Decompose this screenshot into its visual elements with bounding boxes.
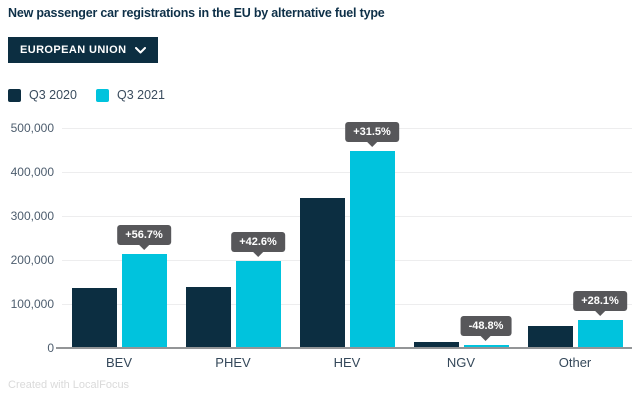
x-tick-label: BEV [105,355,132,370]
y-tick-label: 400,000 [10,165,54,179]
bar-bev-q3-2020[interactable] [71,288,117,348]
gridline [62,172,632,173]
plot-area: +56.7% +42.6% +31.5% -48.8% +28.1% [56,122,632,349]
bar-group-phev: +42.6% [176,128,290,348]
chevron-down-icon [135,46,147,54]
gridline [62,260,632,261]
bar-other-q3-2020[interactable] [527,326,573,348]
attribution-text: Created with LocalFocus [8,379,130,391]
x-tick-label: PHEV [215,355,251,370]
x-tick-label: NGV [446,355,476,370]
x-axis-line [56,347,632,349]
legend-item: Q3 2020 [8,88,77,102]
region-dropdown[interactable]: EUROPEAN UNION [8,37,159,63]
bar-group-bev: +56.7% [62,128,176,348]
bar-phev-q3-2020[interactable] [185,287,231,348]
legend-label: Q3 2021 [116,88,165,102]
bar-other-q3-2021[interactable]: +28.1% [573,291,627,348]
x-axis-labels: BEV PHEV HEV NGV Other [62,355,632,370]
bar-group-other: +28.1% [518,128,632,348]
y-tick-label: 200,000 [10,253,54,267]
legend-item: Q3 2021 [95,88,165,102]
bar-phev-q3-2021[interactable]: +42.6% [231,232,285,348]
region-dropdown-label: EUROPEAN UNION [20,44,127,56]
bar-ngv-q3-2020[interactable] [413,342,459,348]
legend: Q3 2020 Q3 2021 [8,88,165,102]
gridline [62,216,632,217]
legend-swatch-icon [8,88,21,102]
change-label: +31.5% [345,122,399,142]
y-tick-label: 300,000 [10,209,54,223]
bar-ngv-q3-2021[interactable]: -48.8% [460,316,512,348]
change-label: +28.1% [573,291,627,311]
y-axis: 500,000 400,000 300,000 200,000 100,000 0 [0,121,54,355]
x-tick-label: HEV [333,355,361,370]
bar-group-ngv: -48.8% [404,128,518,348]
legend-label: Q3 2020 [29,88,77,102]
chart-title: New passenger car registrations in the E… [8,6,385,20]
bar-hev-q3-2021[interactable]: +31.5% [345,122,399,348]
bar-bev-q3-2021[interactable]: +56.7% [117,225,171,348]
y-tick-label: 100,000 [10,297,54,311]
change-label: -48.8% [460,316,512,336]
gridline [62,304,632,305]
legend-swatch-icon [95,88,109,102]
change-label: +42.6% [231,232,285,252]
y-tick-label: 0 [47,341,54,355]
y-tick-label: 500,000 [10,121,54,135]
bar-group-hev: +31.5% [290,122,404,348]
bar-groups: +56.7% +42.6% +31.5% -48.8% +28.1% [62,122,632,348]
bar-hev-q3-2020[interactable] [299,198,345,348]
change-label: +56.7% [117,225,171,245]
x-tick-label: Other [558,355,592,370]
